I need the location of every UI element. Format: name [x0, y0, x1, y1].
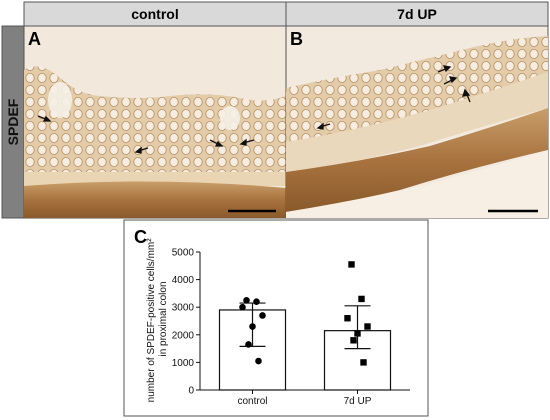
panel-letter-a: A: [28, 29, 41, 49]
column-header-control: control: [131, 6, 178, 22]
data-point: [239, 303, 246, 311]
micrograph-a: [23, 25, 287, 219]
y-tick-label-1000: 1000: [172, 358, 195, 369]
data-point: [364, 323, 371, 330]
data-point: [358, 295, 365, 303]
y-tick-label-5000: 5000: [172, 248, 195, 259]
micrograph-b: [285, 25, 549, 219]
data-point: [253, 298, 260, 305]
column-header-7d-up: 7d UP: [397, 6, 437, 22]
data-point: [348, 261, 355, 268]
data-point: [243, 297, 250, 304]
data-point: [360, 359, 367, 366]
data-point: [354, 330, 361, 337]
y-tick-label-2000: 2000: [172, 330, 195, 341]
data-point: [344, 315, 351, 322]
y-axis-label: number of SPDEF-positive cells/mm² in pr…: [146, 236, 169, 403]
x-tick-label-0: control: [237, 396, 267, 407]
header-7dup-bg: [285, 1, 549, 27]
data-point: [255, 357, 262, 365]
panel-letter-c: C: [134, 227, 147, 247]
data-point: [350, 337, 357, 344]
data-point: [259, 312, 266, 319]
data-point: [249, 323, 256, 330]
data-point: [245, 341, 252, 348]
y-tick-label-0: 0: [188, 386, 194, 397]
y-tick-label-3000: 3000: [172, 303, 195, 314]
row-label-spdef: SPDEF: [5, 98, 21, 145]
x-tick-label-1: 7d UP: [344, 396, 372, 407]
header-control-bg: [23, 1, 287, 27]
y-tick-label-4000: 4000: [172, 275, 195, 286]
panel-letter-b: B: [290, 29, 303, 49]
chart-c: 0 1000 2000 3000 4000 5000 control 7d UP: [172, 248, 410, 407]
